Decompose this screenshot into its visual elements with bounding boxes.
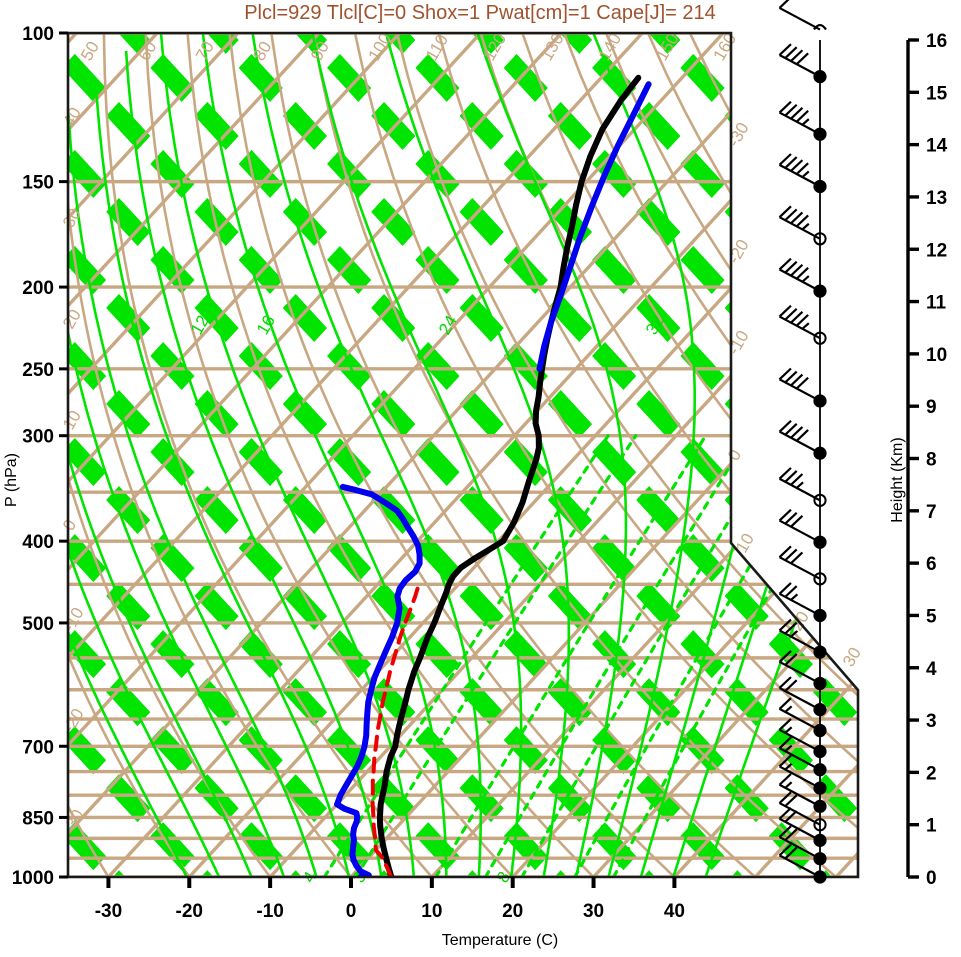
temperature-tick-label: 40 bbox=[664, 901, 685, 922]
height-tick-label: 5 bbox=[926, 606, 937, 627]
height-tick-label: 8 bbox=[926, 450, 937, 471]
height-tick-label: 1 bbox=[926, 816, 937, 837]
wind-barb bbox=[778, 825, 827, 866]
sounding-curve bbox=[370, 586, 420, 877]
pressure-tick-label: 850 bbox=[22, 808, 54, 829]
height-tick-label: 4 bbox=[926, 659, 937, 680]
y2-axis-title: Height (Km) bbox=[889, 437, 906, 522]
pressure-tick-label: 700 bbox=[22, 737, 54, 758]
wind-barb bbox=[778, 467, 827, 507]
height-tick-label: 13 bbox=[926, 188, 947, 209]
wind-barb bbox=[778, 0, 821, 31]
height-tick-label: 9 bbox=[926, 397, 937, 418]
wind-barb bbox=[778, 153, 827, 194]
pressure-tick-label: 250 bbox=[22, 360, 54, 381]
pressure-tick-label: 200 bbox=[22, 278, 54, 299]
pressure-tick-label: 300 bbox=[22, 427, 54, 448]
y-axis-title: P (hPa) bbox=[3, 453, 20, 507]
height-tick-label: 3 bbox=[926, 711, 937, 732]
wind-barb bbox=[778, 367, 827, 408]
temperature-tick-label: -10 bbox=[256, 901, 283, 922]
pressure-tick-label: 1000 bbox=[12, 868, 54, 889]
pressure-tick-label: 500 bbox=[22, 614, 54, 635]
wind-barb bbox=[778, 257, 827, 298]
height-tick-label: 7 bbox=[926, 502, 937, 523]
sounding-curve bbox=[536, 81, 652, 372]
page-title: Plcl=929 Tlcl[C]=0 Shox=1 Pwat[cm]=1 Cap… bbox=[244, 2, 716, 24]
height-tick-label: 11 bbox=[926, 293, 947, 314]
wind-barb-layer bbox=[778, 0, 827, 884]
height-tick-label: 10 bbox=[926, 345, 947, 366]
pressure-tick-label: 400 bbox=[22, 532, 54, 553]
temperature-tick-label: -20 bbox=[176, 901, 203, 922]
height-tick-label: 14 bbox=[926, 136, 948, 157]
height-tick-label: 0 bbox=[926, 868, 937, 889]
temperature-tick-label: 30 bbox=[583, 901, 604, 922]
pressure-tick-label: 150 bbox=[22, 173, 54, 194]
height-tick-label: 6 bbox=[926, 554, 937, 575]
height-tick-label: 2 bbox=[926, 763, 937, 784]
wind-barb-top-stub bbox=[813, 23, 827, 31]
x-axis-title: Temperature (C) bbox=[442, 932, 558, 949]
temperature-tick-label: -30 bbox=[95, 901, 122, 922]
height-tick-label: 12 bbox=[926, 240, 947, 261]
temperature-tick-label: 0 bbox=[346, 901, 357, 922]
sounding-curve bbox=[334, 483, 423, 877]
sounding-curve-layer bbox=[334, 74, 652, 877]
height-tick-label: 16 bbox=[926, 31, 947, 52]
pressure-tick-label: 100 bbox=[22, 24, 54, 45]
temperature-tick-label: 10 bbox=[421, 901, 442, 922]
sounding-curve bbox=[376, 74, 642, 877]
height-tick-label: 15 bbox=[926, 83, 948, 104]
temperature-tick-label: 20 bbox=[502, 901, 523, 922]
